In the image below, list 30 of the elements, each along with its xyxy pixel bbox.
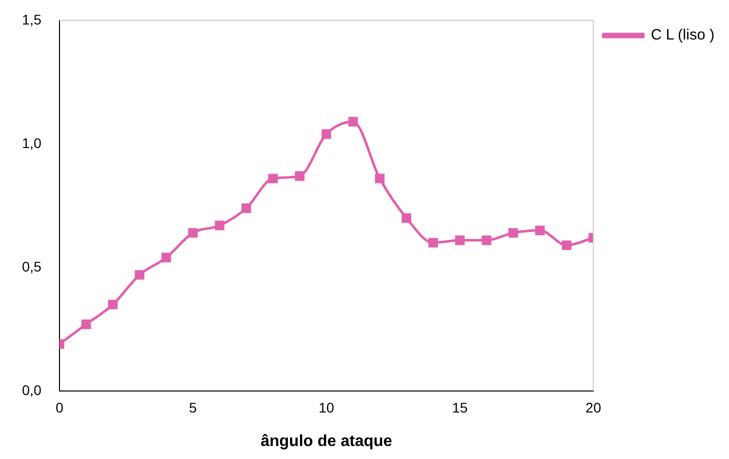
point bbox=[508, 228, 518, 238]
point bbox=[81, 320, 91, 330]
x-tick-label: 0 bbox=[56, 399, 64, 416]
point bbox=[482, 236, 492, 246]
x-tick-label: 20 bbox=[586, 399, 602, 416]
x-axis-title: ângulo de ataque bbox=[260, 432, 392, 450]
y-tick-label: 1,0 bbox=[22, 134, 42, 151]
y-tick-label: 0,0 bbox=[22, 382, 42, 398]
x-tick-label: 15 bbox=[452, 399, 468, 416]
point bbox=[455, 236, 465, 246]
point bbox=[161, 252, 172, 262]
point bbox=[562, 240, 572, 250]
x-tick-label: 5 bbox=[189, 399, 198, 416]
point bbox=[348, 116, 358, 126]
point bbox=[134, 270, 144, 280]
point bbox=[268, 174, 278, 184]
point bbox=[108, 300, 118, 310]
y-tick-label: 0,5 bbox=[22, 258, 42, 274]
y-tick-label: 1,5 bbox=[22, 11, 42, 28]
point bbox=[374, 174, 385, 184]
point bbox=[402, 213, 412, 223]
point bbox=[214, 220, 224, 230]
point bbox=[188, 228, 198, 238]
point bbox=[535, 226, 545, 236]
point bbox=[322, 129, 332, 139]
point bbox=[242, 203, 252, 213]
x-tick-label: 10 bbox=[318, 399, 334, 416]
legend-label: C L (liso ) bbox=[650, 26, 714, 44]
point bbox=[428, 238, 438, 248]
point bbox=[294, 171, 304, 181]
